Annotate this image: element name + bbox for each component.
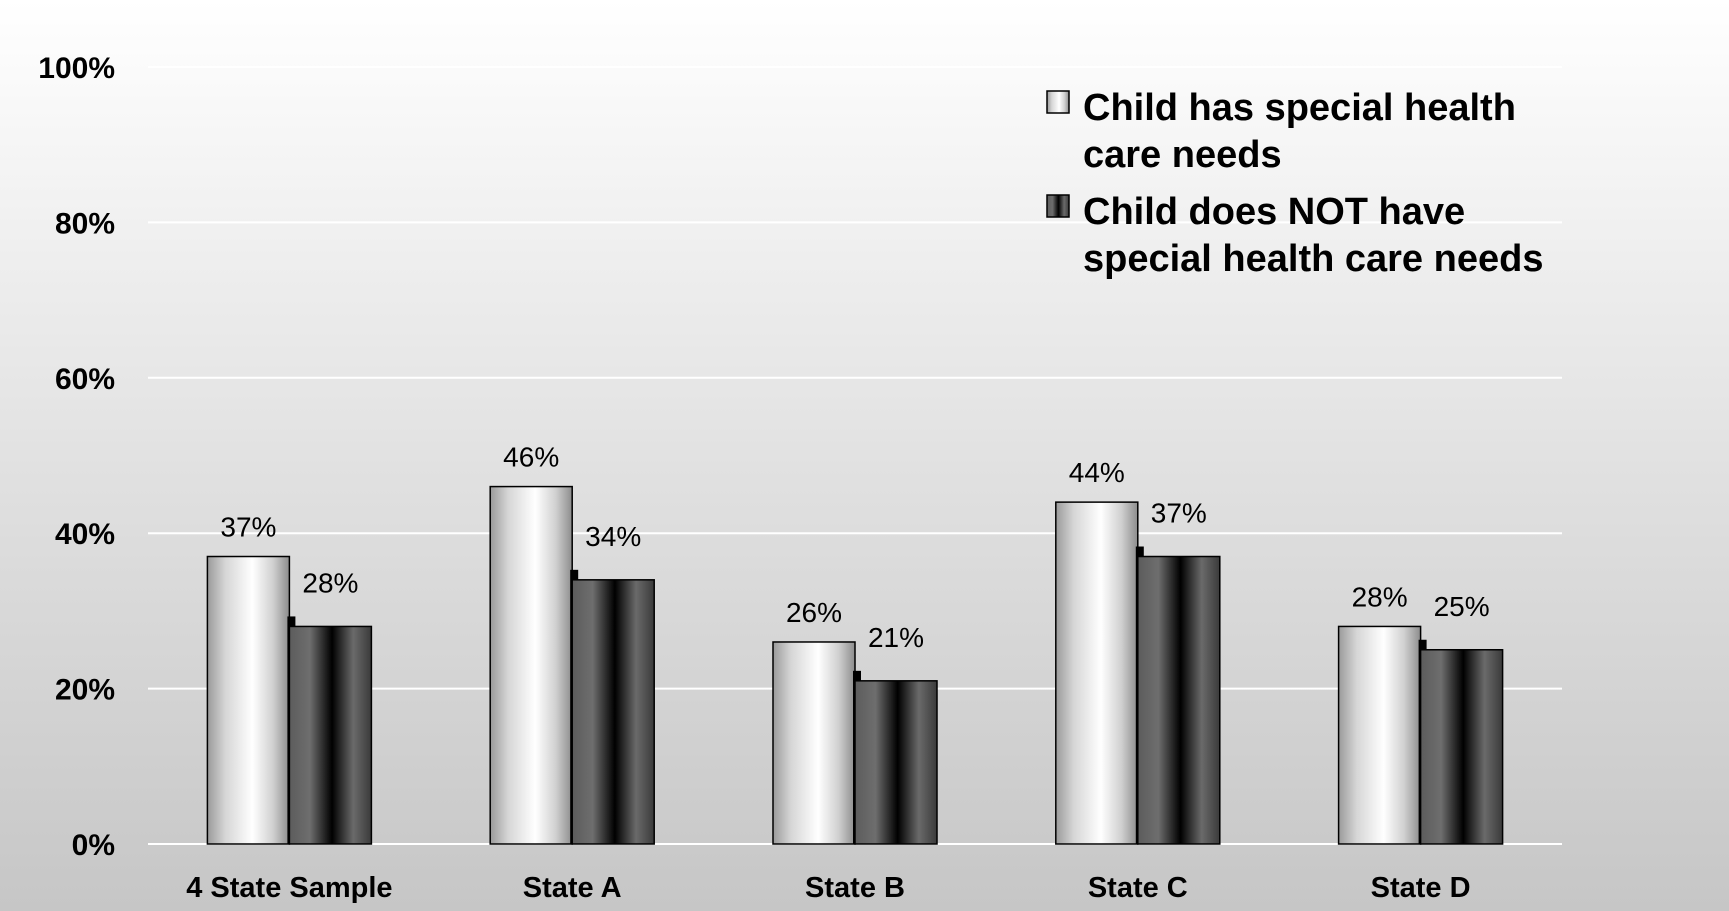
- x-axis-categories: 4 State Sample State A State B State C State…: [186, 872, 1470, 904]
- bar-special-needs: [206, 555, 291, 845]
- bar-special-needs: [1055, 501, 1139, 845]
- bar-no-special-needs: [1137, 555, 1221, 845]
- gridlines: [148, 66, 1562, 845]
- bar-no-special-needs: [1419, 649, 1504, 845]
- bar-special-needs: [489, 485, 573, 845]
- y-tick-label: 20%: [55, 674, 115, 707]
- data-label: 46%: [503, 442, 559, 473]
- x-category-label: State D: [1371, 872, 1471, 904]
- data-label: 21%: [868, 622, 924, 653]
- y-tick-label: 80%: [55, 207, 115, 240]
- y-tick-label: 40%: [55, 518, 115, 551]
- data-labels: 37% 28% 46% 34% 26% 21% 44% 37% 28% 25%: [220, 442, 1489, 653]
- legend-label: care needs: [1083, 134, 1282, 176]
- data-label: 44%: [1069, 457, 1125, 488]
- bars: [206, 485, 1504, 845]
- x-category-label: State A: [523, 872, 622, 904]
- bar-no-special-needs: [288, 625, 373, 845]
- legend-label: Child has special health: [1083, 87, 1516, 129]
- x-category-label: State B: [805, 872, 905, 904]
- legend-swatch: [1046, 90, 1070, 114]
- data-label: 25%: [1434, 591, 1490, 622]
- y-tick-label: 60%: [55, 363, 115, 396]
- data-label: 28%: [302, 567, 358, 598]
- x-category-label: State C: [1088, 872, 1188, 904]
- y-tick-label: 0%: [72, 829, 115, 862]
- data-label: 34%: [585, 521, 641, 552]
- bar-special-needs: [1337, 625, 1422, 845]
- bar-special-needs: [772, 641, 856, 845]
- x-category-label: 4 State Sample: [186, 872, 392, 904]
- y-tick-label: 100%: [38, 52, 115, 85]
- bar-no-special-needs: [854, 680, 938, 845]
- legend-label: special health care needs: [1083, 238, 1543, 280]
- data-label: 37%: [1151, 498, 1207, 529]
- data-label: 26%: [786, 597, 842, 628]
- data-label: 37%: [220, 512, 276, 543]
- legend: Child has special health care needs Child …: [1046, 87, 1543, 280]
- data-label: 28%: [1352, 581, 1408, 612]
- y-axis-ticks: 0% 20% 40% 60% 80% 100%: [38, 52, 115, 862]
- legend-swatch: [1046, 194, 1070, 218]
- bar-no-special-needs: [571, 579, 655, 845]
- legend-label: Child does NOT have: [1083, 191, 1465, 233]
